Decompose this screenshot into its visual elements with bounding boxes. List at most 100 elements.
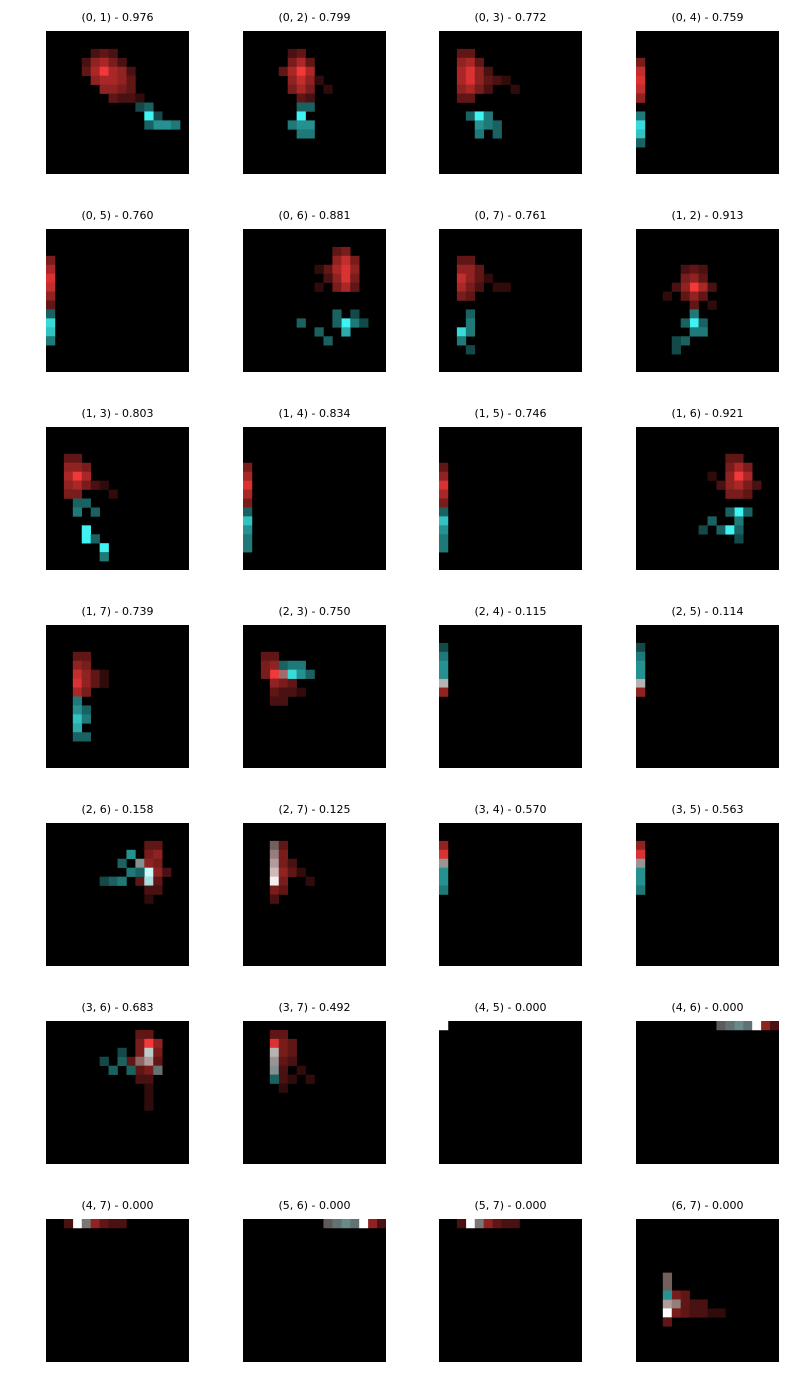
heatmap-cell — [99, 678, 109, 688]
heatmap-cell — [350, 309, 360, 319]
heatmap-cell — [108, 48, 118, 59]
heatmap-cell — [456, 273, 467, 283]
heatmap-cell — [707, 471, 717, 481]
heatmap-cell — [90, 66, 100, 76]
heatmap-cell — [117, 93, 127, 103]
heatmap-cell — [81, 669, 91, 679]
panel-title: (4, 7) - 0.000 — [81, 1199, 154, 1212]
heatmap-image — [46, 427, 189, 570]
heatmap-cell — [46, 327, 56, 337]
heatmap-image — [439, 1219, 582, 1362]
heatmap-cell — [689, 300, 699, 310]
heatmap-cell — [135, 1056, 145, 1066]
heatmap-cell — [636, 642, 646, 653]
heatmap-cell — [501, 282, 511, 292]
heatmap-cell — [689, 264, 699, 274]
heatmap-cell — [698, 264, 708, 274]
heatmap-cell — [716, 480, 726, 490]
heatmap-cell — [492, 75, 502, 85]
heatmap-panel: (1, 5) - 0.746 — [439, 407, 582, 570]
heatmap-cell — [72, 480, 83, 490]
heatmap-image — [439, 31, 582, 174]
heatmap-panel: (5, 6) - 0.000 — [243, 1199, 386, 1362]
heatmap-cell — [99, 1056, 109, 1066]
heatmap-cell — [671, 345, 681, 355]
heatmap-cell — [314, 327, 324, 337]
heatmap-cell — [305, 129, 315, 139]
heatmap-cell — [108, 876, 118, 886]
heatmap-cell — [465, 264, 476, 274]
heatmap-cell — [144, 1047, 154, 1058]
heatmap-cell — [269, 849, 280, 860]
heatmap-cell — [456, 264, 467, 274]
heatmap-cell — [465, 75, 476, 85]
heatmap-cell — [144, 1083, 154, 1093]
heatmap-cell — [90, 1219, 100, 1229]
heatmap-cell — [636, 651, 646, 662]
heatmap-cell — [108, 489, 118, 499]
heatmap-cell — [483, 75, 493, 85]
panel-title: (3, 7) - 0.492 — [278, 1001, 351, 1014]
heatmap-cell — [135, 1047, 145, 1058]
heatmap-cell — [90, 48, 100, 59]
heatmap-cell — [144, 849, 154, 860]
heatmap-cell — [243, 489, 253, 499]
heatmap-cell — [465, 273, 476, 283]
heatmap-cell — [483, 1219, 493, 1229]
heatmap-cell — [636, 678, 646, 688]
heatmap-cell — [63, 453, 74, 464]
heatmap-cell — [510, 84, 520, 94]
heatmap-cell — [332, 264, 342, 274]
heatmap-cell — [305, 102, 315, 112]
heatmap-cell — [636, 867, 646, 877]
heatmap-cell — [662, 1308, 673, 1318]
heatmap-cell — [287, 48, 297, 59]
heatmap-panel: (1, 3) - 0.803 — [46, 407, 189, 570]
panel-title: (1, 6) - 0.921 — [671, 407, 744, 420]
heatmap-cell — [456, 336, 467, 346]
heatmap-cell — [734, 1021, 744, 1031]
heatmap-cell — [483, 66, 493, 76]
heatmap-cell — [287, 687, 297, 697]
heatmap-cell — [243, 507, 253, 517]
heatmap-cell — [278, 858, 288, 868]
heatmap-cell — [439, 669, 449, 679]
heatmap-cell — [465, 309, 476, 319]
heatmap-cell — [439, 642, 449, 653]
heatmap-cell — [72, 687, 83, 697]
heatmap-cell — [680, 1299, 690, 1309]
heatmap-cell — [108, 66, 118, 76]
heatmap-cell — [269, 1074, 280, 1084]
heatmap-image — [636, 229, 779, 372]
heatmap-cell — [474, 120, 484, 130]
heatmap-cell — [99, 84, 109, 94]
heatmap-image — [636, 427, 779, 570]
heatmap-cell — [636, 120, 646, 130]
heatmap-cell — [671, 282, 681, 292]
heatmap-cell — [465, 345, 476, 355]
heatmap-cell — [439, 489, 449, 499]
heatmap-cell — [698, 282, 708, 292]
heatmap-cell — [770, 1021, 779, 1031]
heatmap-cell — [474, 282, 484, 292]
heatmap-panel: (3, 6) - 0.683 — [46, 1001, 189, 1164]
heatmap-cell — [439, 651, 449, 662]
heatmap-image — [636, 823, 779, 966]
heatmap-cell — [63, 480, 74, 490]
heatmap-cell — [296, 111, 306, 121]
heatmap-cell — [278, 1038, 288, 1049]
heatmap-cell — [698, 327, 708, 337]
heatmap-cell — [474, 273, 484, 283]
heatmap-cell — [456, 66, 467, 76]
heatmap-cell — [46, 291, 56, 301]
heatmap-panel: (3, 5) - 0.563 — [636, 803, 779, 966]
heatmap-cell — [117, 858, 127, 868]
heatmap-cell — [474, 111, 484, 121]
heatmap-cell — [456, 48, 467, 59]
panel-title: (1, 7) - 0.739 — [81, 605, 154, 618]
heatmap-cell — [377, 1219, 386, 1229]
heatmap-panel: (0, 4) - 0.759 — [636, 11, 779, 174]
panel-title: (2, 3) - 0.750 — [278, 605, 351, 618]
heatmap-cell — [689, 318, 699, 328]
heatmap-cell — [456, 1219, 467, 1229]
